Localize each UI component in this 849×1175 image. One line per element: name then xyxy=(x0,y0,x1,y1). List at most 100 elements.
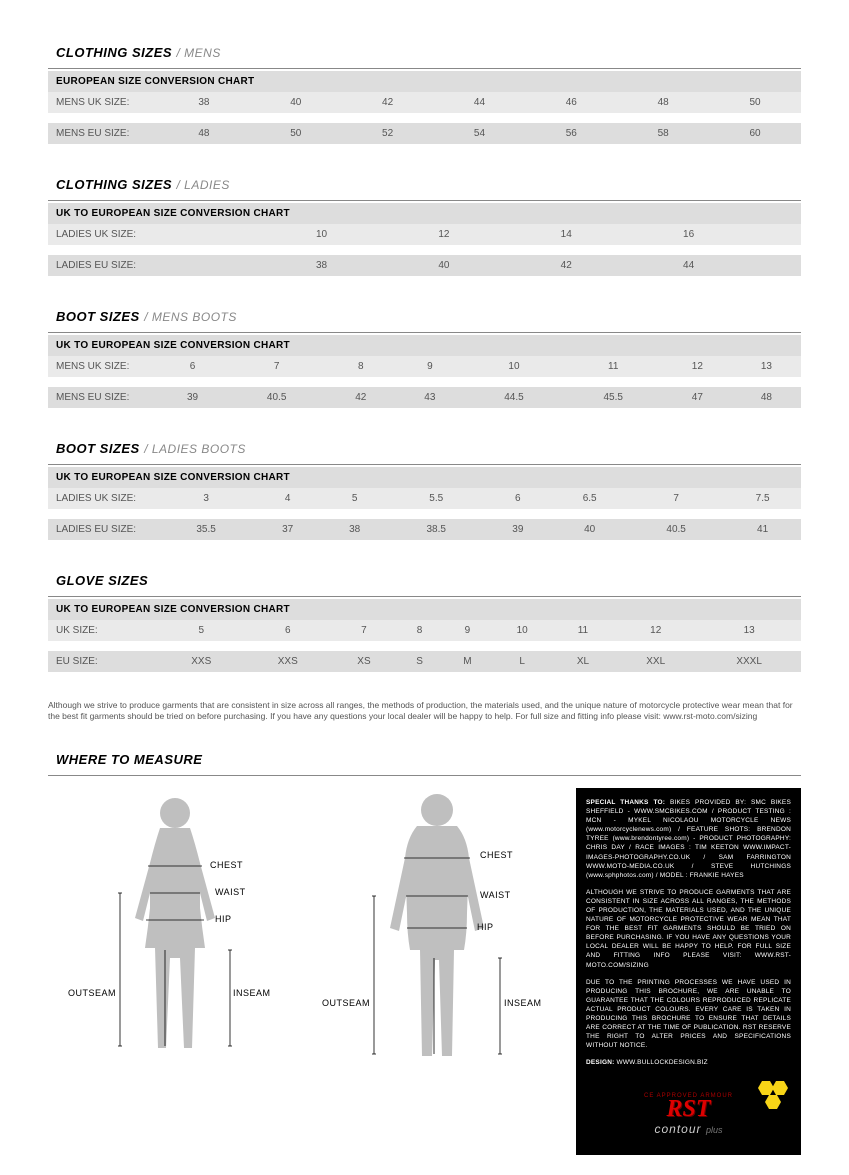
cell: 10 xyxy=(260,224,382,245)
cell: 37 xyxy=(254,519,321,540)
label-hip: HIP xyxy=(215,914,232,924)
table-row: LADIES EU SIZE:38404244 xyxy=(48,255,801,276)
section-title: CLOTHING SIZES xyxy=(56,177,172,192)
label-outseam: OUTSEAM xyxy=(68,988,116,998)
chart-title: UK TO EUROPEAN SIZE CONVERSION CHART xyxy=(48,599,801,620)
section-boots-ladies: BOOT SIZES / LADIES BOOTS UK TO EUROPEAN… xyxy=(48,436,801,540)
table-row: EU SIZE:XXSXXSXSSMLXLXXLXXXL xyxy=(48,651,801,672)
cell: 8 xyxy=(397,620,442,641)
cell: 50 xyxy=(709,92,801,113)
cell: 7 xyxy=(628,488,724,509)
chart-title: EUROPEAN SIZE CONVERSION CHART xyxy=(48,71,801,92)
credits-box: SPECIAL THANKS TO: BIKES PROVIDED BY: SM… xyxy=(576,788,801,1076)
male-silhouette-icon xyxy=(312,788,562,1088)
label-inseam: INSEAM xyxy=(504,998,542,1008)
cell: XXS xyxy=(245,651,332,672)
section-header: GLOVE SIZES xyxy=(48,568,801,597)
cell xyxy=(158,224,209,245)
logo-inner: CE APPROVED ARMOUR RST contour plus xyxy=(644,1093,733,1139)
cell: 40 xyxy=(383,255,505,276)
cell: 52 xyxy=(342,123,434,144)
cell: 44 xyxy=(627,255,749,276)
label-hip: HIP xyxy=(477,922,494,932)
cell: 58 xyxy=(617,123,709,144)
table-row: LADIES UK SIZE:3455.566.577.5 xyxy=(48,488,801,509)
table-clothing-mens: MENS UK SIZE:38404244464850 MENS EU SIZE:… xyxy=(48,92,801,144)
table-row: MENS UK SIZE:38404244464850 xyxy=(48,92,801,113)
row-label: EU SIZE: xyxy=(48,651,158,672)
measure-header: WHERE TO MEASURE xyxy=(48,747,801,776)
logo-line-row: contour plus xyxy=(644,1120,733,1138)
credits-p1: SPECIAL THANKS TO: BIKES PROVIDED BY: SM… xyxy=(586,798,791,880)
row-label: MENS EU SIZE: xyxy=(48,387,158,408)
cell: 44 xyxy=(434,92,526,113)
cell: 44.5 xyxy=(464,387,563,408)
cell: 6 xyxy=(158,356,227,377)
table-row: MENS UK SIZE:678910111213 xyxy=(48,356,801,377)
cell: 38 xyxy=(158,92,250,113)
table-row: MENS EU SIZE:48505254565860 xyxy=(48,123,801,144)
cell xyxy=(158,255,209,276)
logo-line: contour xyxy=(654,1122,701,1136)
cell: 11 xyxy=(552,620,614,641)
cell: 40.5 xyxy=(227,387,326,408)
table-clothing-ladies: LADIES UK SIZE:10121416LADIES EU SIZE:38… xyxy=(48,224,801,276)
cell: 42 xyxy=(505,255,627,276)
cell: 43 xyxy=(395,387,464,408)
cell: 38 xyxy=(321,519,388,540)
section-header: BOOT SIZES / LADIES BOOTS xyxy=(48,436,801,465)
section-title: BOOT SIZES xyxy=(56,441,140,456)
cell: 41 xyxy=(724,519,801,540)
table-boots-mens: MENS UK SIZE:678910111213 MENS EU SIZE:39… xyxy=(48,356,801,408)
section-header: CLOTHING SIZES / MENS xyxy=(48,40,801,69)
cell: 6 xyxy=(484,488,551,509)
cell: 14 xyxy=(505,224,627,245)
logo-approved: CE APPROVED ARMOUR xyxy=(644,1093,733,1099)
table-row: MENS EU SIZE:3940.5424344.545.54748 xyxy=(48,387,801,408)
cell: 40 xyxy=(551,519,628,540)
section-clothing-mens: CLOTHING SIZES / MENS EUROPEAN SIZE CONV… xyxy=(48,40,801,144)
cell: 47 xyxy=(663,387,732,408)
label-inseam: INSEAM xyxy=(233,988,271,998)
credits-p3: DUE TO THE PRINTING PROCESSES WE HAVE US… xyxy=(586,978,791,1051)
cell: XXXL xyxy=(697,651,801,672)
cell: 4 xyxy=(254,488,321,509)
credits-body: WWW.BULLOCKDESIGN.BIZ xyxy=(617,1059,708,1066)
cell: 10 xyxy=(493,620,552,641)
cell: 13 xyxy=(697,620,801,641)
cell: L xyxy=(493,651,552,672)
figure-male: CHEST WAIST HIP INSEAM OUTSEAM xyxy=(312,788,562,1088)
cell: 7.5 xyxy=(724,488,801,509)
section-title: CLOTHING SIZES xyxy=(56,45,172,60)
cell: 50 xyxy=(250,123,342,144)
measure-area: CHEST WAIST HIP INSEAM OUTSEAM xyxy=(48,788,801,1156)
logo-box: CE APPROVED ARMOUR RST contour plus xyxy=(576,1075,801,1155)
section-title: GLOVE SIZES xyxy=(56,573,148,588)
hex-icon xyxy=(751,1081,795,1124)
cell: 56 xyxy=(525,123,617,144)
section-header: BOOT SIZES / MENS BOOTS xyxy=(48,304,801,333)
cell: 13 xyxy=(732,356,801,377)
table-row: LADIES EU SIZE:35.5373838.5394040.541 xyxy=(48,519,801,540)
label-waist: WAIST xyxy=(215,887,246,897)
cell xyxy=(750,224,801,245)
cell: XXL xyxy=(614,651,697,672)
row-label: LADIES UK SIZE: xyxy=(48,488,158,509)
section-header: CLOTHING SIZES / LADIES xyxy=(48,172,801,201)
row-label: UK SIZE: xyxy=(48,620,158,641)
section-sub: / MENS BOOTS xyxy=(144,310,237,324)
cell: 48 xyxy=(158,123,250,144)
cell: 60 xyxy=(709,123,801,144)
chart-title: UK TO EUROPEAN SIZE CONVERSION CHART xyxy=(48,203,801,224)
body-diagrams: CHEST WAIST HIP INSEAM OUTSEAM xyxy=(48,788,564,1088)
cell: 10 xyxy=(464,356,563,377)
cell: 3 xyxy=(158,488,254,509)
row-label: MENS EU SIZE: xyxy=(48,123,158,144)
cell: 40.5 xyxy=(628,519,724,540)
cell: 54 xyxy=(434,123,526,144)
table-boots-ladies: LADIES UK SIZE:3455.566.577.5 LADIES EU S… xyxy=(48,488,801,540)
cell: S xyxy=(397,651,442,672)
disclaimer-text: Although we strive to produce garments t… xyxy=(48,700,801,723)
measure-title: WHERE TO MEASURE xyxy=(56,752,202,767)
chart-title: UK TO EUROPEAN SIZE CONVERSION CHART xyxy=(48,335,801,356)
